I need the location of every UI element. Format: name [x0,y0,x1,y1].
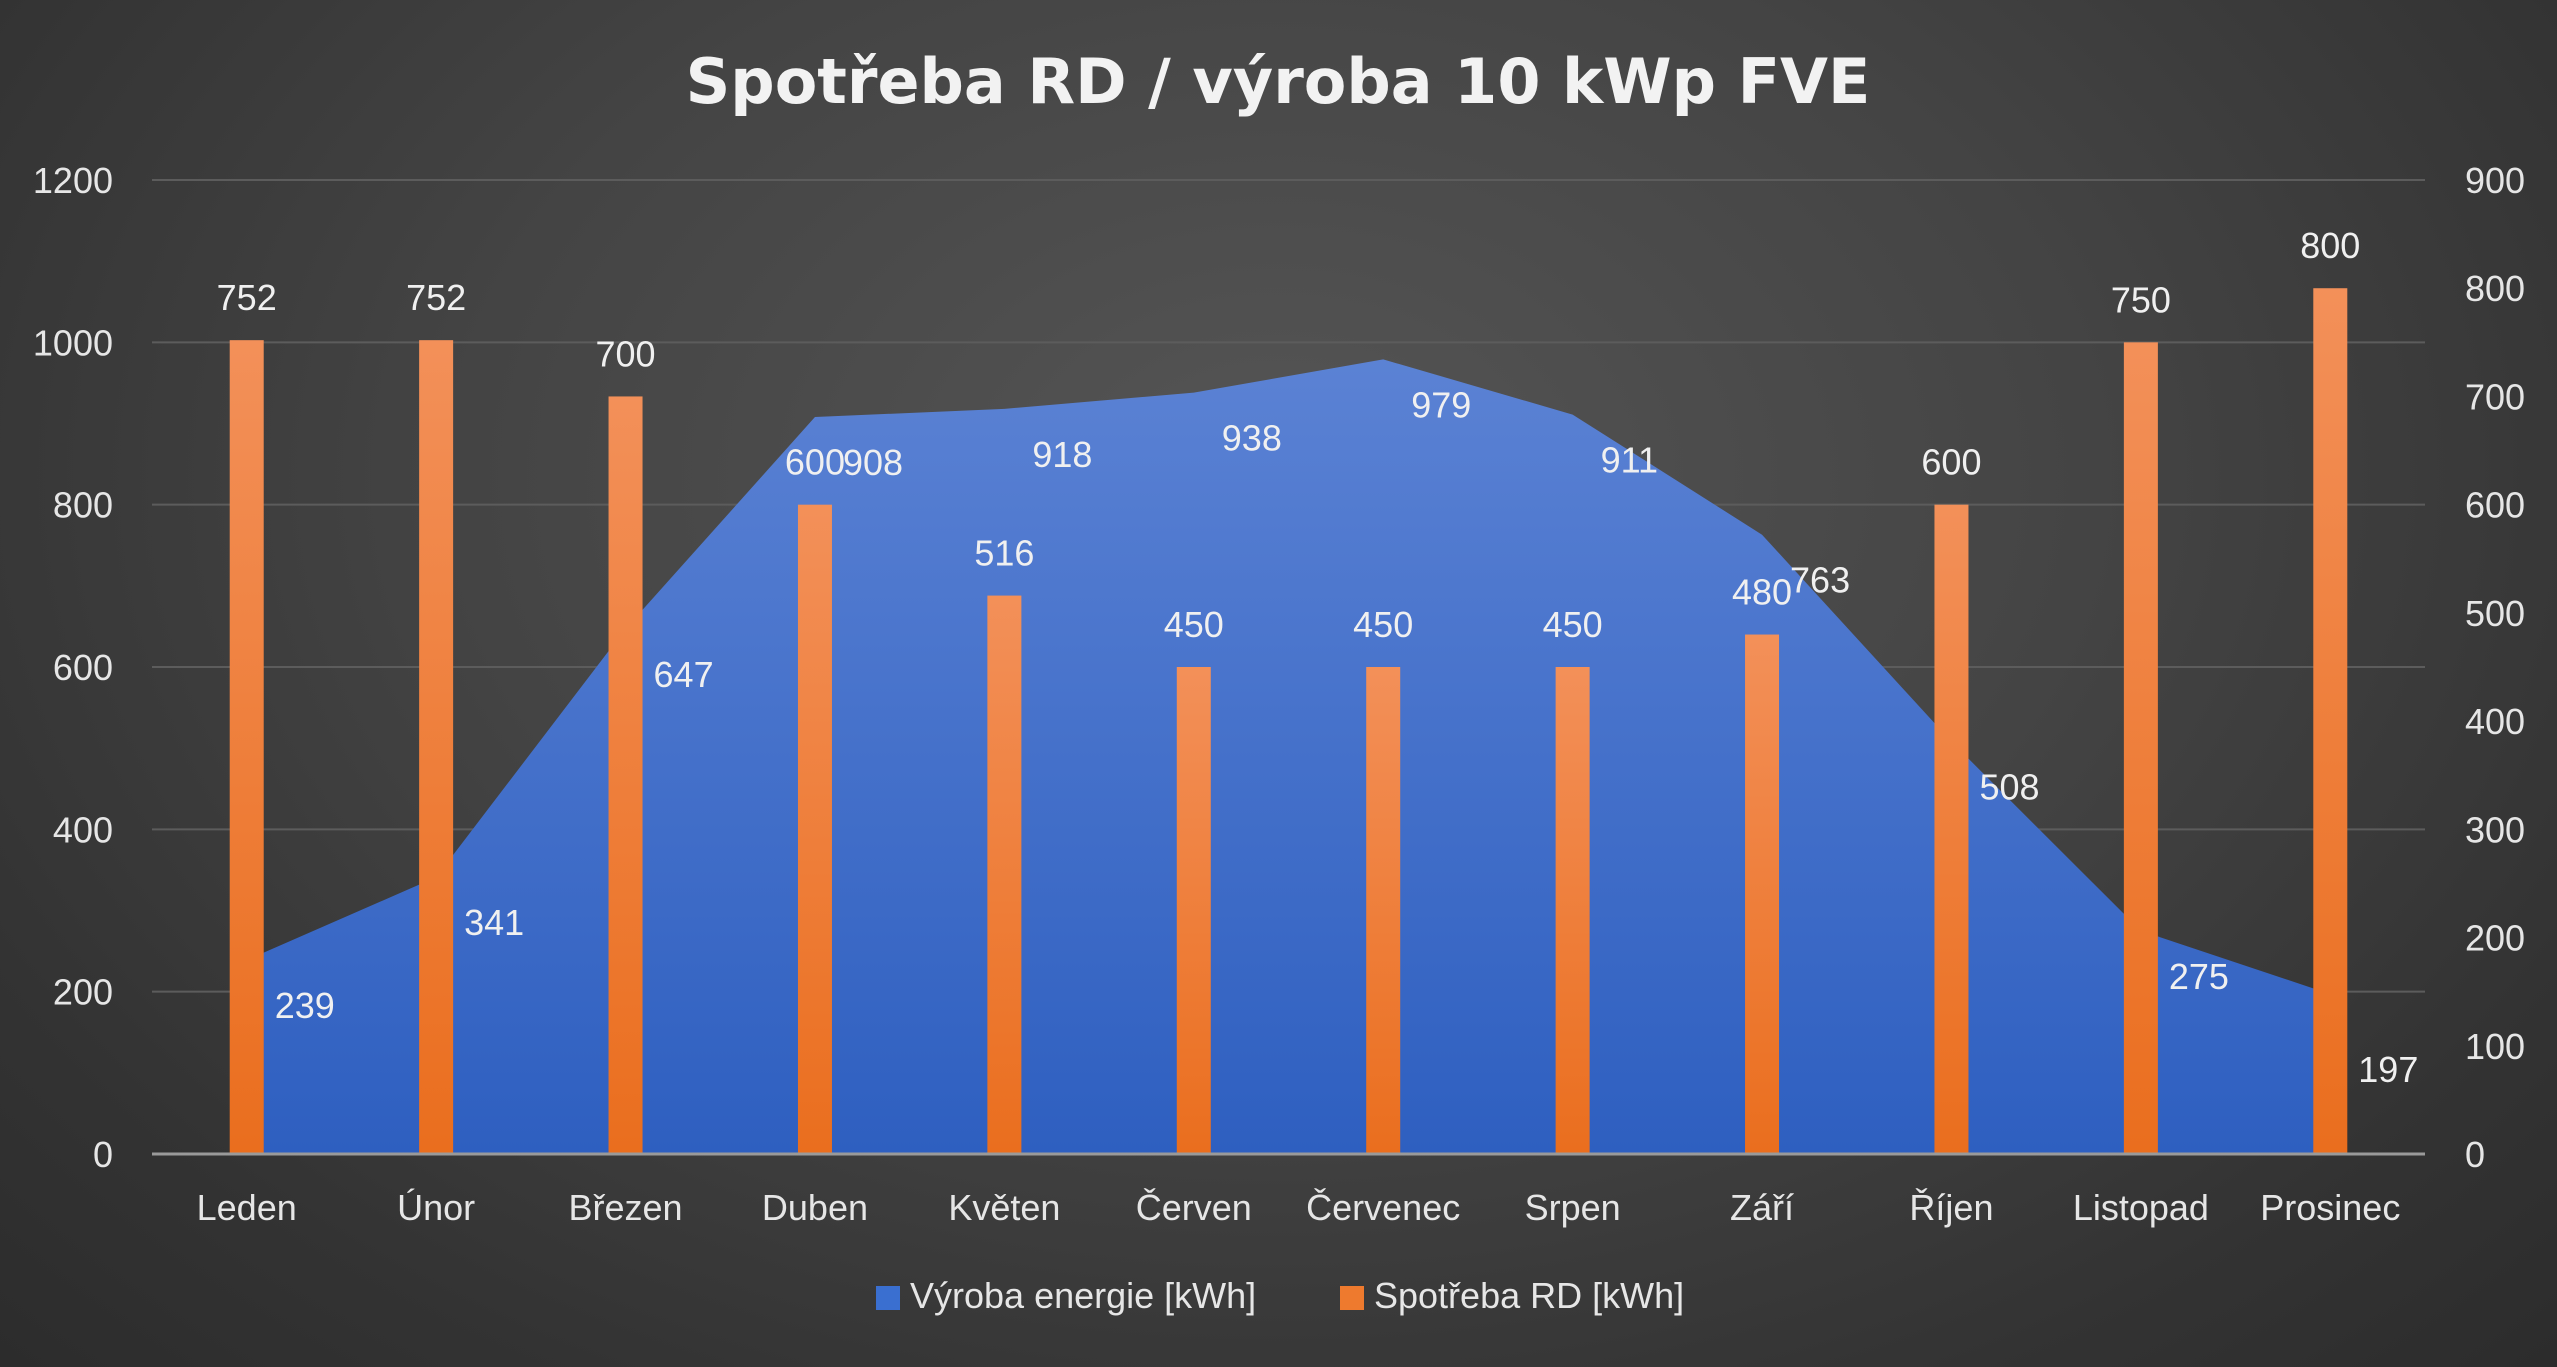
consumption-bar [419,340,454,1154]
production-value-label: 918 [1032,434,1092,475]
production-area-series [246,359,2331,1155]
production-value-label: 275 [2169,956,2229,997]
legend-label-production: Výroba energie [kWh] [910,1275,1256,1316]
y-right-tick-label: 800 [2465,268,2525,309]
y-left-tick-label: 1200 [33,160,113,201]
production-value-label: 197 [2358,1049,2418,1090]
y-left-tick-label: 0 [93,1134,113,1175]
consumption-value-label: 480 [1732,572,1792,613]
y-left-tick-label: 400 [53,809,113,850]
y-left-tick-label: 1000 [33,322,113,363]
consumption-bar [1745,634,1780,1154]
consumption-value-label: 750 [2111,279,2171,320]
production-value-label: 341 [464,902,524,943]
consumption-value-label: 752 [406,277,466,318]
x-category-label: Říjen [1909,1187,1993,1228]
axes: 0 200 400 600 800 1000 1200 0 100 200 300 400 500 600… [33,160,2525,1228]
consumption-bar [2313,288,2348,1154]
consumption-value-label: 700 [596,333,656,374]
y-right-tick-label: 500 [2465,593,2525,634]
legend-swatch-production [876,1286,900,1310]
y-right-tick-label: 400 [2465,701,2525,742]
x-category-label: Listopad [2073,1187,2209,1228]
production-value-label: 979 [1411,384,1471,425]
x-category-label: Únor [397,1187,475,1228]
x-category-label: Květen [948,1187,1060,1228]
y-right-tick-label: 0 [2465,1134,2485,1175]
chart-title: Spotřeba RD / výroba 10 kWp FVE [686,45,1871,118]
y-right-tick-label: 600 [2465,485,2525,526]
production-value-label: 763 [1790,560,1850,601]
x-category-label: Prosinec [2260,1187,2400,1228]
y-left-tick-label: 600 [53,647,113,688]
x-category-label: Duben [762,1187,868,1228]
x-category-label: Březen [569,1187,683,1228]
data-labels: 239 341 647 908 918 938 979 911 763 508 275 197 752 7… [217,225,2419,1090]
consumption-bar [608,396,643,1154]
y-right-tick-label: 100 [2465,1026,2525,1067]
production-area [246,359,2331,1155]
x-category-label: Červen [1136,1187,1252,1228]
y-left-tick-label: 200 [53,972,113,1013]
consumption-bar [1366,667,1401,1154]
consumption-value-label: 600 [785,442,845,483]
x-category-label: Červenec [1306,1187,1460,1228]
consumption-value-label: 516 [974,533,1034,574]
consumption-bar [1934,504,1969,1155]
x-category-label: Září [1730,1187,1794,1228]
production-value-label: 647 [654,654,714,695]
y-right-tick-label: 300 [2465,809,2525,850]
consumption-value-label: 600 [1921,442,1981,483]
consumption-bar [1555,667,1590,1154]
y-left-tick-label: 800 [53,485,113,526]
consumption-bar-series [229,288,2348,1155]
production-value-label: 508 [1979,767,2039,808]
x-category-label: Srpen [1525,1187,1621,1228]
production-value-label: 908 [843,442,903,483]
y-right-tick-label: 200 [2465,918,2525,959]
consumption-bar [1176,667,1211,1154]
production-value-label: 911 [1601,440,1658,481]
consumption-bar [797,504,832,1155]
consumption-value-label: 450 [1543,604,1603,645]
consumption-bar [987,595,1022,1154]
legend-swatch-consumption [1340,1286,1364,1310]
y-right-tick-label: 900 [2465,160,2525,201]
consumption-bar [2123,342,2158,1154]
consumption-bar [229,340,264,1154]
consumption-value-label: 752 [217,277,277,318]
y-right-tick-label: 700 [2465,376,2525,417]
legend-label-consumption: Spotřeba RD [kWh] [1374,1275,1684,1316]
production-value-label: 239 [275,985,335,1026]
x-category-label: Leden [197,1187,297,1228]
production-value-label: 938 [1222,418,1282,459]
legend: Výroba energie [kWh] Spotřeba RD [kWh] [876,1275,1684,1316]
consumption-value-label: 450 [1164,604,1224,645]
consumption-value-label: 800 [2300,225,2360,266]
consumption-value-label: 450 [1353,604,1413,645]
